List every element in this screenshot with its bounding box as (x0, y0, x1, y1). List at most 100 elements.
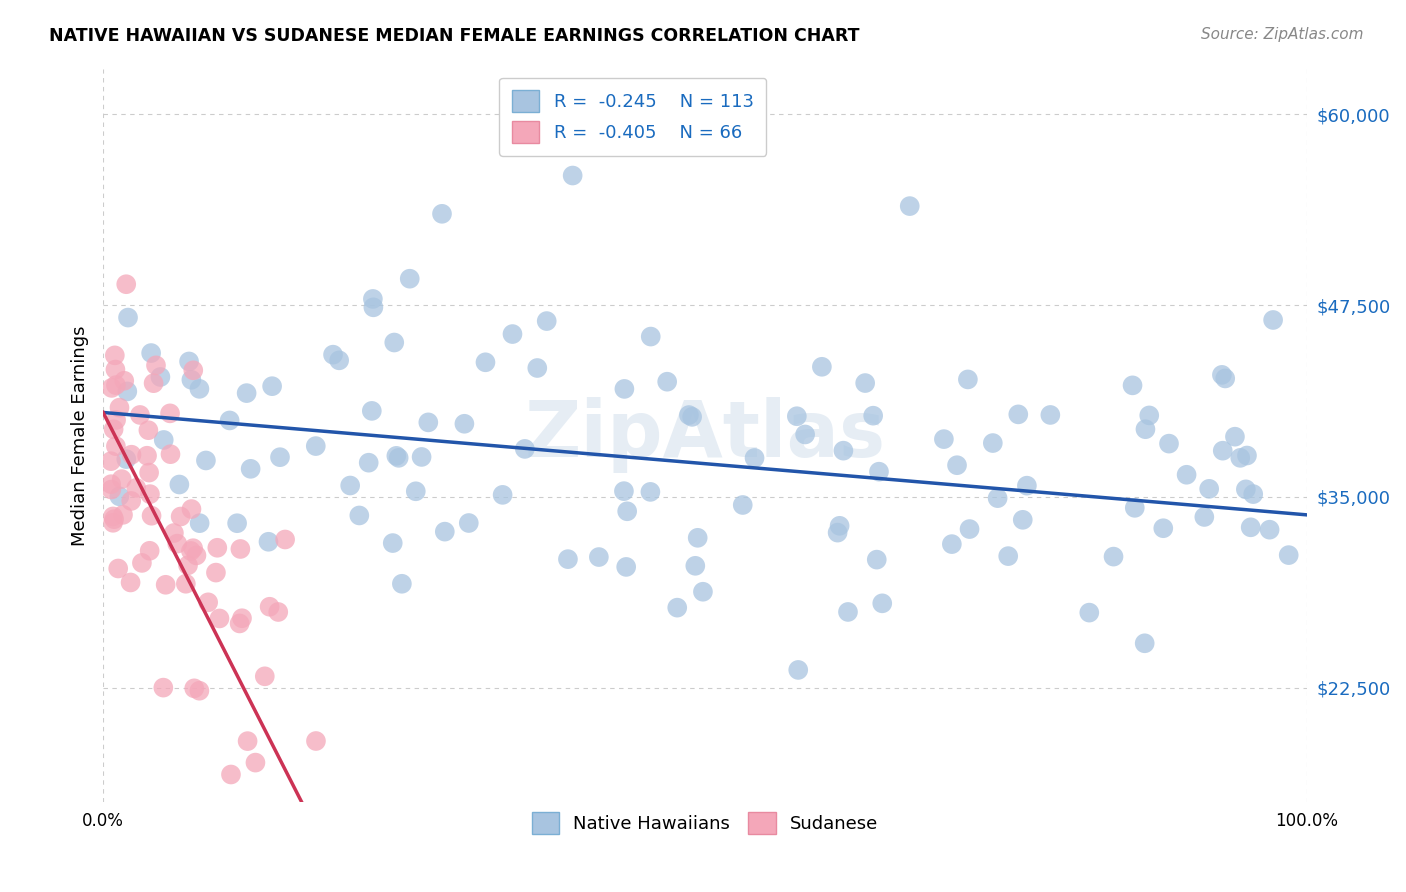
Point (226, 516, 249, 531)
Point (657, 375, 679, 389)
Point (686, 531, 709, 545)
Point (101, 516, 124, 530)
Point (138, 543, 160, 558)
Point (1240, 520, 1263, 534)
Point (360, 404, 382, 418)
Point (267, 605, 290, 619)
Point (100, 483, 122, 497)
Point (1234, 483, 1257, 497)
Point (177, 354, 200, 368)
Point (430, 207, 453, 221)
Point (870, 596, 893, 610)
Point (305, 439, 328, 453)
Point (987, 491, 1010, 505)
Point (181, 541, 204, 556)
Point (681, 409, 703, 424)
Point (218, 413, 240, 427)
Point (474, 355, 496, 369)
Point (120, 494, 142, 508)
Point (208, 611, 231, 625)
Point (1258, 523, 1281, 537)
Point (981, 436, 1004, 450)
Point (219, 767, 242, 781)
Point (253, 669, 276, 683)
Point (103, 512, 125, 526)
Point (145, 359, 167, 373)
Point (152, 433, 174, 447)
Point (731, 498, 754, 512)
Point (155, 578, 177, 592)
Point (932, 432, 955, 446)
Point (104, 362, 127, 376)
Point (174, 576, 197, 591)
Point (1133, 636, 1156, 650)
Point (120, 575, 142, 590)
Point (388, 450, 411, 465)
Point (149, 370, 172, 384)
Point (186, 549, 208, 563)
Point (956, 372, 979, 386)
Point (274, 533, 297, 547)
Point (205, 566, 228, 580)
Point (418, 416, 440, 430)
Point (103, 422, 125, 436)
Text: Source: ZipAtlas.com: Source: ZipAtlas.com (1201, 27, 1364, 42)
Point (305, 734, 328, 748)
Point (117, 310, 139, 325)
Point (269, 450, 291, 465)
Point (129, 408, 152, 422)
Point (339, 478, 361, 492)
Point (561, 169, 583, 183)
Point (104, 378, 127, 392)
Point (194, 453, 217, 467)
Point (794, 427, 817, 442)
Point (457, 516, 479, 530)
Point (744, 450, 766, 465)
Point (139, 487, 162, 501)
Point (239, 462, 262, 476)
Point (837, 605, 859, 619)
Point (115, 452, 138, 467)
Point (616, 504, 638, 518)
Point (501, 327, 523, 342)
Point (613, 484, 636, 499)
Point (322, 348, 344, 362)
Point (141, 508, 163, 523)
Legend: Native Hawaiians, Sudanese: Native Hawaiians, Sudanese (522, 801, 889, 845)
Point (159, 406, 181, 420)
Point (862, 409, 884, 423)
Point (1157, 436, 1180, 450)
Text: ZipAtlas: ZipAtlas (524, 398, 886, 474)
Point (262, 379, 284, 393)
Point (588, 549, 610, 564)
Point (1123, 500, 1146, 515)
Point (197, 595, 219, 609)
Point (328, 353, 350, 368)
Point (183, 681, 205, 696)
Point (152, 681, 174, 695)
Point (398, 271, 420, 285)
Point (245, 756, 267, 770)
Point (169, 477, 191, 491)
Point (115, 277, 138, 292)
Point (1241, 487, 1264, 501)
Point (229, 541, 252, 556)
Point (1223, 430, 1246, 444)
Point (811, 359, 834, 374)
Point (111, 508, 134, 522)
Point (1137, 409, 1160, 423)
Point (108, 489, 131, 503)
Point (136, 449, 159, 463)
Point (104, 348, 127, 362)
Point (100, 477, 122, 491)
Point (1194, 510, 1216, 524)
Point (104, 439, 127, 453)
Point (786, 409, 808, 424)
Point (526, 361, 548, 376)
Point (188, 683, 211, 698)
Point (100, 381, 122, 395)
Point (1229, 450, 1251, 465)
Point (941, 537, 963, 551)
Point (228, 616, 250, 631)
Point (997, 549, 1019, 563)
